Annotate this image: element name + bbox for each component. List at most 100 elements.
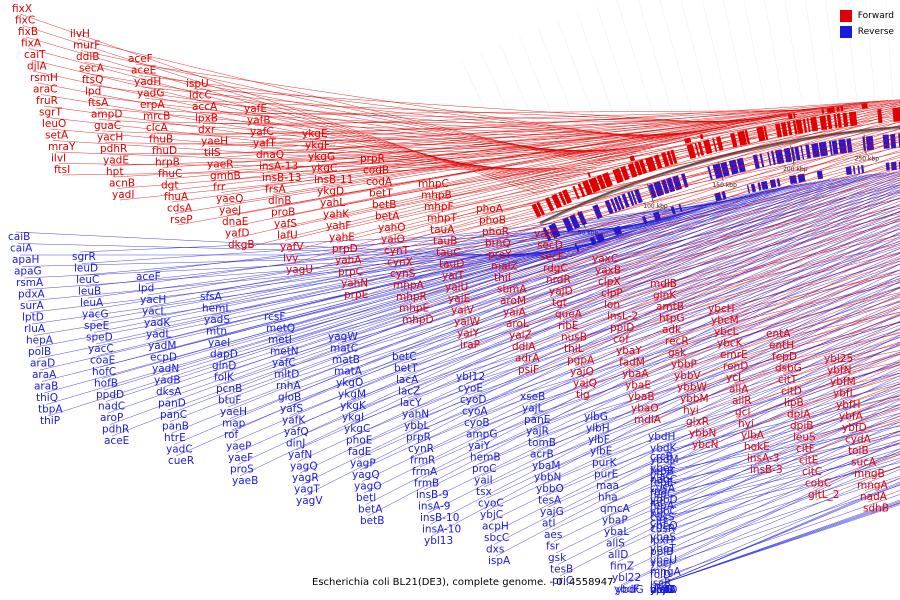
reverse-gene-label: hha xyxy=(598,492,618,504)
reverse-gene-label: matB xyxy=(332,354,360,366)
forward-leader-line xyxy=(367,102,900,165)
forward-gene-label: entH xyxy=(769,340,794,352)
forward-gene-label: citC xyxy=(802,466,822,478)
reverse-leader-line xyxy=(489,320,900,522)
forward-gene-label: secF xyxy=(540,251,564,263)
reverse-gene-label: ybdH xyxy=(648,431,675,443)
reverse-gene-label: panB xyxy=(162,421,189,433)
forward-gene-label: secA xyxy=(79,63,105,75)
forward-leader-line xyxy=(290,102,865,264)
forward-gene-label: caiT xyxy=(24,49,46,61)
forward-gene-label: ftsQ xyxy=(82,74,103,86)
reverse-leader-line xyxy=(603,369,900,482)
reverse-gene-label: ispA xyxy=(488,555,511,567)
reverse-leader-line xyxy=(657,499,900,586)
reverse-gene-label: coaE xyxy=(90,355,115,367)
reverse-leader-line xyxy=(151,198,735,319)
forward-leader-line xyxy=(174,126,727,214)
forward-leader-line xyxy=(443,137,900,259)
grid-line xyxy=(804,0,860,369)
forward-leader-line xyxy=(721,292,900,338)
reverse-leader-line xyxy=(145,202,721,284)
reverse-gene-label: yagW xyxy=(328,331,358,343)
reverse-leader-line xyxy=(431,286,900,537)
legend-forward: Forward xyxy=(839,8,894,24)
forward-leader-line xyxy=(382,111,900,222)
forward-gene-label: amtB xyxy=(656,301,684,313)
reverse-leader-line xyxy=(481,294,900,476)
forward-gene-label: prpC xyxy=(338,266,363,278)
reverse-leader-line xyxy=(159,194,753,365)
forward-gene-label: yaeJ xyxy=(219,205,241,217)
reverse-gene-label: fsr xyxy=(546,541,560,553)
reverse-leader-line xyxy=(235,175,858,454)
forward-gene-label: ybbN xyxy=(689,428,716,440)
reverse-gene-label: cyoC xyxy=(478,498,504,510)
forward-gene-label: aroL xyxy=(506,318,529,330)
forward-leader-line xyxy=(483,137,900,215)
forward-leader-line xyxy=(684,315,900,393)
forward-gene-label: yahN xyxy=(341,278,368,290)
forward-gene-label: insB-3 xyxy=(750,464,783,476)
reverse-gene-label: mltD xyxy=(274,369,299,381)
reverse-leader-line xyxy=(207,185,794,293)
reverse-gene-label: hofC xyxy=(92,366,116,378)
reverse-gene-label: phoE xyxy=(346,435,372,447)
reverse-gene-label: pcnB xyxy=(216,383,242,395)
forward-gene-label: yadE xyxy=(103,155,129,167)
forward-leader-line xyxy=(193,88,736,125)
reverse-gene-label: ykgI xyxy=(342,412,364,424)
forward-leader-line xyxy=(779,332,900,363)
forward-gene-label: entA xyxy=(766,328,791,340)
forward-gene-label: hyi xyxy=(738,418,754,430)
reverse-leader-line xyxy=(657,484,900,586)
forward-gene-label: phoB xyxy=(479,215,506,227)
forward-gene-label: insA-3 xyxy=(747,453,779,465)
map-caption: Escherichia coli BL21(DE3), complete gen… xyxy=(312,577,614,588)
forward-gene-label: yaiT xyxy=(442,270,465,282)
reverse-leader-line xyxy=(345,194,900,390)
forward-gene-block xyxy=(531,203,542,218)
reverse-gene-label: ampG xyxy=(466,429,497,441)
reverse-leader-line xyxy=(621,448,900,585)
forward-gene-label: yafB xyxy=(247,115,271,127)
reverse-gene-label: qmcA xyxy=(600,503,631,515)
forward-leader-line xyxy=(669,269,900,336)
forward-leader-line xyxy=(138,75,673,142)
forward-leader-line xyxy=(101,130,637,154)
reverse-leader-line xyxy=(91,218,668,322)
reverse-leader-line xyxy=(465,246,900,384)
reverse-leader-line xyxy=(609,395,900,516)
reverse-leader-line xyxy=(611,404,900,528)
forward-gene-label: guaC xyxy=(94,120,121,132)
forward-gene-label: dnaE xyxy=(222,216,248,228)
reverse-gene-block xyxy=(627,191,635,206)
reverse-gene-label: xseB xyxy=(520,391,545,403)
forward-gene-label: fhuB xyxy=(149,134,173,146)
forward-gene-label: lpd xyxy=(85,86,101,98)
forward-gene-label: yafC xyxy=(250,126,274,138)
forward-gene-label: yaiV xyxy=(451,305,475,317)
reverse-leader-line xyxy=(551,367,900,531)
forward-gene-label: fruR xyxy=(36,95,58,107)
forward-gene-label: clpP xyxy=(601,288,623,300)
reverse-gene-label: ylaC xyxy=(650,471,673,483)
forward-gene-block xyxy=(786,121,793,136)
reverse-leader-line xyxy=(657,457,900,533)
reverse-gene-label: metI xyxy=(268,334,292,346)
forward-gene-label: ykgG xyxy=(308,151,335,163)
forward-gene-label: yaiY xyxy=(457,328,480,340)
forward-leader-line xyxy=(455,154,900,305)
reverse-gene-label: leuB xyxy=(78,286,101,298)
forward-gene-label: queA xyxy=(555,309,583,321)
reverse-gene-label: ybl22 xyxy=(612,572,641,584)
reverse-leader-line xyxy=(101,211,690,379)
reverse-gene-label: acrB xyxy=(530,449,554,461)
reverse-leader-line xyxy=(657,453,900,507)
reverse-gene-label: yafK xyxy=(282,415,306,427)
forward-gene-label: malZ xyxy=(491,261,518,273)
reverse-leader-line xyxy=(429,280,900,525)
forward-leader-line xyxy=(403,131,900,303)
reverse-leader-line xyxy=(37,237,615,359)
reverse-gene-label: ybaM xyxy=(532,460,560,472)
